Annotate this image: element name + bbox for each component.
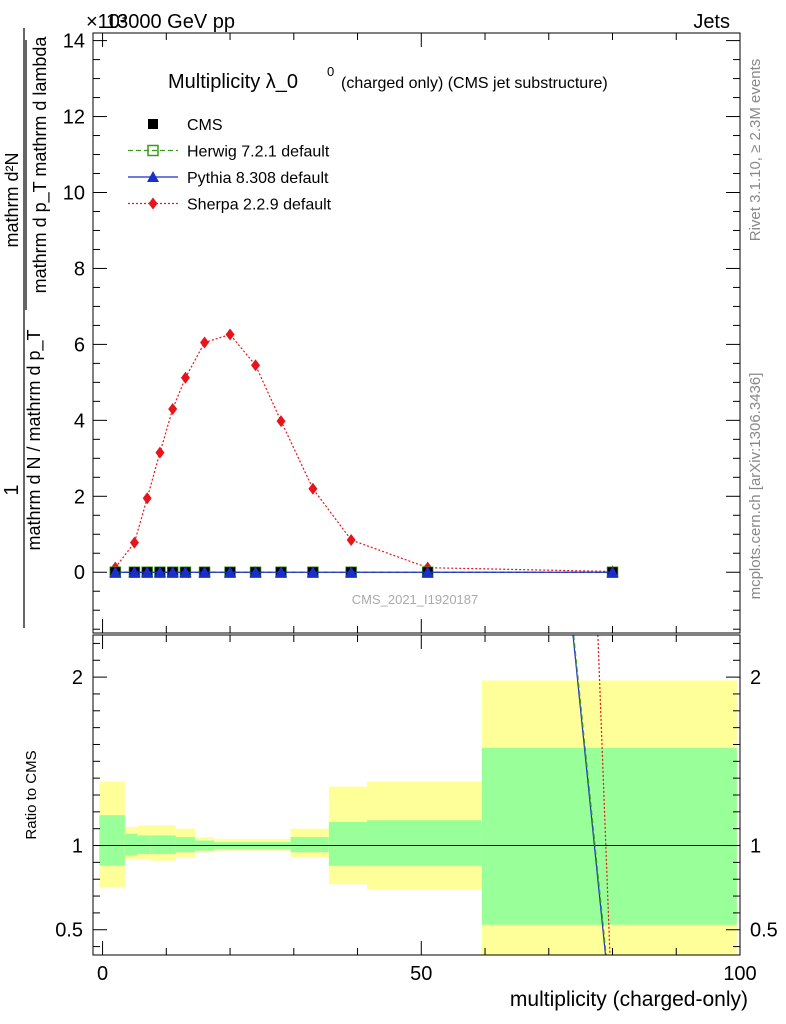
main-ytick-label: 8 [74, 258, 85, 280]
pythia-point [421, 566, 434, 578]
sherpa-point [168, 402, 178, 415]
pythia-point [128, 566, 141, 578]
ratio-ytick-label: 1 [72, 836, 83, 858]
ratio-band-inner [290, 837, 329, 853]
sherpa-point [155, 446, 165, 459]
header-process: 13000 GeV pp [106, 11, 235, 33]
legend-sherpa-marker [148, 197, 158, 210]
analysis-watermark: CMS_2021_I1920187 [352, 592, 479, 607]
title-sup: 0 [327, 64, 334, 79]
pythia-point [275, 566, 288, 578]
sherpa-line [114, 333, 613, 573]
legend-herwig-marker [147, 144, 159, 157]
header-category: Jets [693, 11, 730, 33]
pythia-point [109, 566, 122, 578]
title-sub: (charged only) (CMS jet substructure) [341, 75, 608, 92]
main-ytick-label: 0 [74, 562, 85, 584]
ratio-band-inner [99, 815, 125, 866]
main-ticks: 0 2 4 6 8 10 12 14 [63, 31, 741, 633]
ratio-herwig-line [573, 634, 607, 956]
sherpa-point [200, 336, 210, 349]
pythia-point [306, 566, 319, 578]
pythia-point [249, 566, 262, 578]
pythia-point [141, 566, 154, 578]
pythia-point [224, 566, 237, 578]
ratio-band-inner [328, 821, 368, 866]
legend-sherpa-label: Sherpa 2.2.9 default [187, 197, 332, 214]
ratio-xlabel: multiplicity (charged-only) [510, 988, 748, 1011]
legend-pythia-marker [147, 171, 159, 182]
legend-cms-label: CMS [187, 117, 223, 134]
legend-cms-marker [148, 119, 158, 129]
ylabel-den: mathrm d p_T mathrm d lambda [30, 36, 51, 294]
main-ytick-label: 2 [74, 486, 85, 508]
ratio-ytick-label-right: 1 [750, 836, 761, 858]
sherpa-point [225, 328, 235, 341]
title-main: Multiplicity λ_0 [168, 71, 298, 93]
pythia-point [606, 566, 619, 578]
ratio-ytick-label-right: 2 [750, 667, 761, 689]
ratio-lines [572, 634, 611, 956]
sherpa-point [276, 415, 286, 428]
pythia-point [153, 566, 166, 578]
ratio-xtick-label: 0 [97, 963, 108, 985]
main-ytick-label: 6 [74, 334, 85, 356]
ratio-band-inner [175, 837, 195, 853]
sherpa-point [142, 492, 152, 505]
sherpa-point [129, 536, 139, 549]
pythia-point [166, 566, 179, 578]
main-ylabel: 1 mathrm d N / mathrm d p_T mathrm d²N m… [1, 28, 51, 628]
sherpa-point [251, 359, 261, 372]
ratio-band-inner [150, 835, 176, 854]
ratio-band-inner [124, 833, 138, 856]
legend-herwig-label: Herwig 7.2.1 default [187, 144, 330, 161]
sherpa-point [346, 533, 356, 546]
pythia-point [198, 566, 211, 578]
ratio-ylabel: Ratio to CMS [23, 750, 40, 839]
ratio-xtick-label: 50 [410, 963, 432, 985]
ratio-ytick-label: 0.5 [55, 920, 83, 942]
main-ytick-label: 10 [63, 182, 85, 204]
main-ytick-label: 12 [63, 107, 85, 129]
ratio-pythia-line [572, 634, 607, 956]
pythia-point [345, 566, 358, 578]
ratio-ytick-label: 2 [72, 667, 83, 689]
sherpa-point [180, 371, 190, 384]
legend-pythia-label: Pythia 8.308 default [187, 170, 329, 187]
main-ytick-label: 4 [74, 410, 85, 432]
main-panel: 0 2 4 6 8 10 12 14 [63, 31, 741, 634]
ratio-band-inner [367, 820, 482, 866]
legend: CMS Herwig 7.2.1 default Pythia 8.308 defa… [128, 117, 332, 214]
ratio-ytick-label-right: 0.5 [750, 920, 778, 942]
ylabel-num: mathrm d²N [2, 152, 22, 247]
ratio-sherpa-line [597, 634, 611, 956]
header-exponent: ×10³ [86, 11, 127, 33]
main-marks [109, 328, 619, 578]
main-frame [92, 32, 741, 634]
chart-title: Multiplicity λ_0 0 (charged only) (CMS j… [168, 64, 608, 93]
rivet-label: Rivet 3.1.10, ≥ 2.3M events [747, 59, 764, 242]
mcplots-label: mcplots.cern.ch [arXiv:1306.3436] [747, 373, 764, 600]
ratio-xtick-label: 100 [723, 963, 756, 985]
ratio-band-inner [481, 747, 737, 925]
ratio-bands [99, 680, 737, 955]
ylabel-prefix-den: mathrm d N / mathrm d p_T [24, 329, 45, 550]
ratio-band-inner [137, 835, 151, 854]
main-ytick-label: 14 [63, 31, 85, 53]
ratio-ticks: 0.5 0.5 1 1 2 2 0 50 100 [55, 635, 778, 985]
pythia-point [179, 566, 192, 578]
ratio-panel: 0.5 0.5 1 1 2 2 0 50 100 [55, 634, 778, 985]
ylabel-prefix-num: 1 [1, 484, 23, 495]
sherpa-point [308, 482, 318, 495]
